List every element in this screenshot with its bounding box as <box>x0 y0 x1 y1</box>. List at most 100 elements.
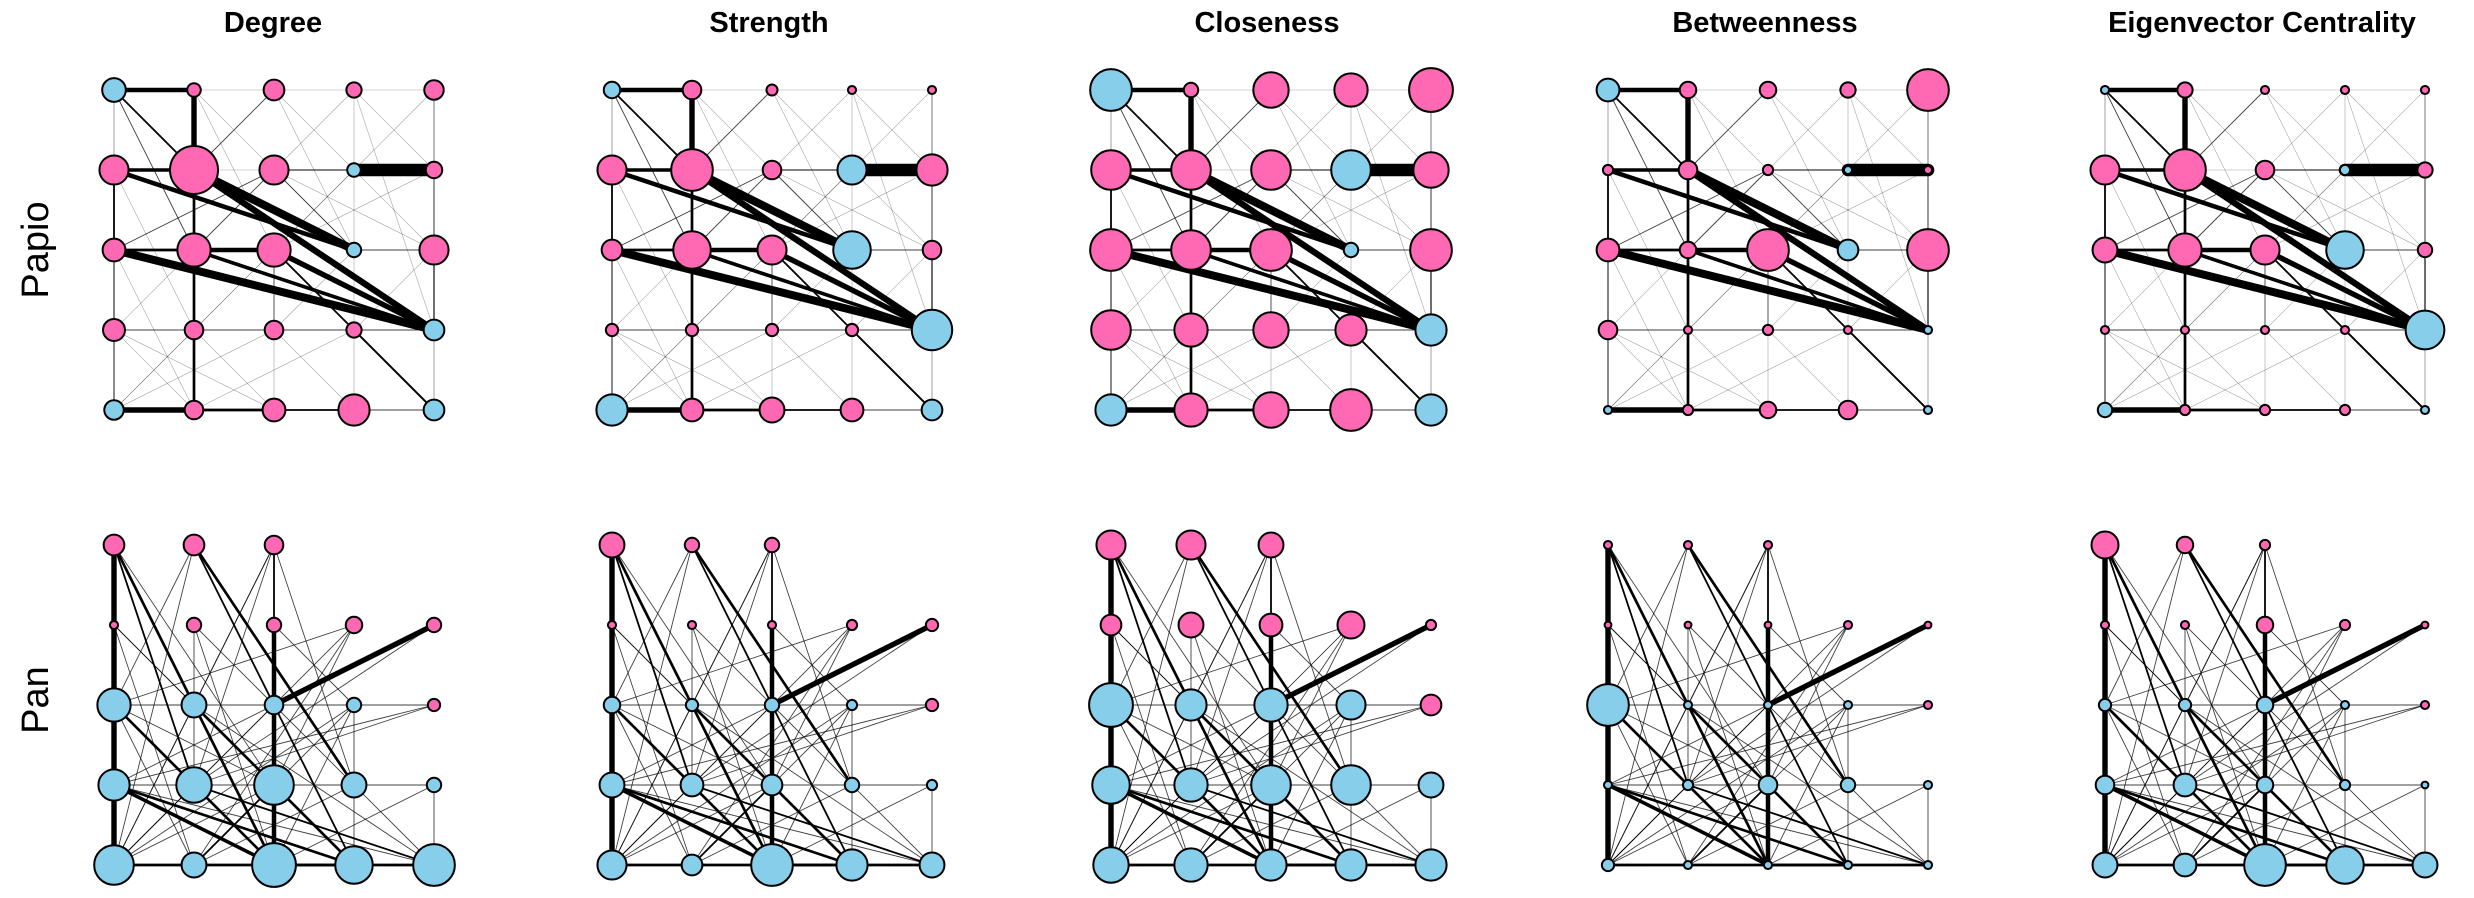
network-node <box>2339 699 2351 711</box>
network-node <box>337 393 371 427</box>
network-node <box>186 82 202 98</box>
network-edge <box>273 89 355 251</box>
network-node <box>595 393 629 427</box>
network-node <box>2325 845 2365 885</box>
network-node <box>1094 393 1128 427</box>
network-node <box>1758 400 1778 420</box>
panel-pan-closeness <box>1088 529 1448 884</box>
network-node <box>1414 393 1448 427</box>
network-edge <box>2104 329 2266 411</box>
network-node <box>2258 403 2272 417</box>
network-edge <box>2104 704 2426 786</box>
network-node <box>261 397 287 423</box>
network-edge <box>1350 89 1432 331</box>
network-node <box>1763 620 1773 630</box>
network-node <box>426 697 442 713</box>
network-node <box>251 842 297 888</box>
network-node <box>1419 693 1443 717</box>
network-node <box>1678 80 1698 100</box>
network-edge <box>1190 89 1272 251</box>
network-edge <box>2344 89 2426 171</box>
network-edge <box>1684 166 1932 334</box>
network-edge <box>1607 329 1689 411</box>
network-edge <box>193 784 355 866</box>
network-node <box>2338 403 2352 417</box>
network-node <box>1682 539 1694 551</box>
network-edge <box>2104 329 2186 411</box>
network-edge <box>273 169 355 251</box>
network-edge <box>1110 624 1352 706</box>
network-node <box>1173 392 1209 428</box>
network-edge <box>611 329 693 411</box>
network-edge <box>1607 544 1689 706</box>
network-node <box>1089 68 1133 112</box>
network-edge <box>1190 329 1272 411</box>
network-node <box>1837 399 1859 421</box>
network-node <box>2259 84 2271 96</box>
network-edge <box>1767 249 1849 331</box>
network-node <box>2258 538 2272 552</box>
network-node <box>1842 859 1854 871</box>
network-edge <box>1607 784 1769 866</box>
network-node <box>764 322 780 338</box>
network-node <box>1603 620 1613 630</box>
network-edge <box>691 89 773 251</box>
network-edge <box>1110 704 1352 866</box>
network-node <box>2179 619 2191 631</box>
network-edge <box>113 329 195 411</box>
network-edge <box>1687 784 1929 866</box>
network-node <box>686 619 698 631</box>
network-edge <box>353 89 435 171</box>
network-node <box>598 531 626 559</box>
network-node <box>423 79 445 101</box>
network-edge <box>1186 165 1356 255</box>
network-edge <box>273 169 435 251</box>
network-edge <box>193 169 275 251</box>
panel-pan-eigenvector-centrality <box>2090 530 2439 887</box>
network-edge <box>2104 544 2186 866</box>
panel-papio-eigenvector-centrality <box>2089 81 2446 419</box>
network-edge <box>769 247 935 333</box>
network-edge <box>1687 89 1769 251</box>
network-node <box>765 83 779 97</box>
network-edge <box>2104 704 2266 786</box>
nodes <box>596 531 946 887</box>
network-edge <box>611 89 693 251</box>
network-node <box>1177 611 1205 639</box>
network-edge <box>2184 329 2266 411</box>
network-node <box>1906 68 1950 112</box>
network-node <box>102 318 126 342</box>
network-edge <box>1687 329 1769 411</box>
network-node <box>684 697 700 713</box>
network-node <box>1414 313 1448 347</box>
network-edge <box>1110 624 1192 866</box>
network-edge <box>771 169 853 251</box>
network-node <box>924 697 940 713</box>
network-edge <box>1607 329 1769 411</box>
network-node <box>598 771 626 799</box>
network-edge <box>353 89 435 171</box>
network-edge <box>193 249 275 331</box>
network-node <box>345 241 363 259</box>
network-node <box>1762 859 1774 871</box>
network-node <box>346 162 362 178</box>
network-node <box>2094 774 2116 796</box>
network-node <box>1922 324 1934 336</box>
network-edge <box>273 169 435 251</box>
network-edge <box>193 784 435 866</box>
network-node <box>2338 163 2352 177</box>
network-node <box>1922 404 1934 416</box>
network-edge <box>1607 329 1689 411</box>
network-node <box>1602 779 1614 791</box>
network-edge <box>1765 247 1931 333</box>
network-node <box>2254 159 2276 181</box>
row-label-pan: Pan <box>15 666 57 734</box>
network-edge <box>1607 249 1689 331</box>
network-edge <box>1607 249 1689 411</box>
network-node <box>1758 80 1778 100</box>
network-edge <box>271 247 437 333</box>
network-edge <box>273 329 355 411</box>
network-node <box>1252 71 1290 109</box>
network-edge <box>1607 704 1849 866</box>
network-node <box>839 397 865 423</box>
